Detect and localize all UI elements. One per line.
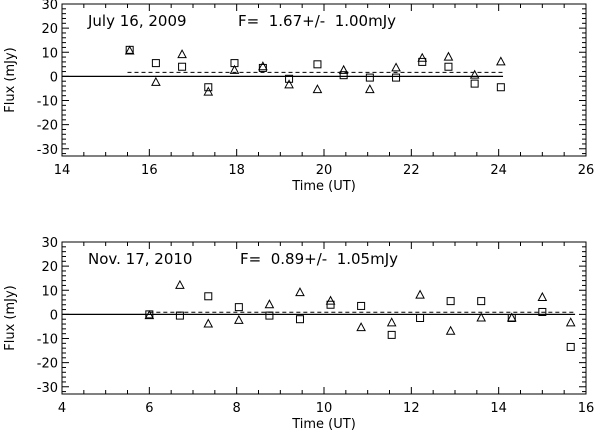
y-tick-label: 10 [41, 284, 58, 299]
triangle-data-point [338, 64, 349, 74]
square-data-point [175, 311, 184, 320]
triangle-data-point [229, 64, 240, 74]
y-tick-label: 10 [41, 46, 58, 61]
flux-annotation: F= 0.89+/- 1.05mJy [240, 250, 398, 268]
triangle-data-point [284, 79, 294, 89]
square-data-point [477, 297, 486, 306]
square-data-point [365, 73, 374, 82]
y-axis-label: Flux (mJy) [3, 47, 18, 113]
flux-annotation: F= 1.67+/- 1.00mJy [238, 12, 396, 30]
triangle-data-point [175, 279, 185, 289]
square-data-point [470, 79, 479, 88]
x-tick-label: 20 [316, 163, 333, 178]
y-tick-label: -30 [37, 381, 58, 396]
square-data-point [151, 59, 160, 68]
triangle-data-point [177, 49, 187, 59]
y-tick-label: 0 [50, 308, 58, 323]
x-tick-label: 10 [316, 401, 333, 416]
x-tick-label: 12 [403, 401, 420, 416]
square-data-point [444, 62, 453, 71]
square-data-point [392, 73, 401, 82]
square-data-point [234, 303, 243, 312]
square-data-point [496, 83, 505, 92]
triangle-data-point [312, 84, 323, 94]
x-tick-label: 14 [54, 163, 71, 178]
y-axis-label: Flux (mJy) [3, 285, 18, 351]
square-data-point [178, 62, 187, 71]
square-data-point [258, 63, 267, 72]
square-data-point [357, 301, 366, 310]
square-data-point [265, 311, 274, 320]
triangle-data-point [469, 69, 480, 79]
y-tick-label: -30 [37, 143, 58, 158]
x-axis-label: Time (UT) [291, 417, 356, 432]
x-tick-label: 14 [490, 401, 507, 416]
y-tick-label: 20 [41, 260, 58, 275]
y-tick-label: -20 [37, 119, 58, 134]
panel-nov-2010: Nov. 17, 2010 F= 0.89+/- 1.05mJy Time (U… [3, 236, 594, 432]
square-data-point [566, 342, 575, 351]
square-data-point [204, 292, 213, 301]
square-data-point [538, 307, 547, 316]
triangle-data-point [386, 317, 397, 327]
square-data-point [285, 74, 294, 83]
triangle-data-point [445, 325, 456, 335]
triangle-data-point [496, 56, 506, 66]
y-tick-label: -20 [37, 357, 58, 372]
x-tick-label: 16 [141, 163, 158, 178]
triangle-data-point [537, 291, 548, 301]
x-tick-label: 26 [578, 163, 595, 178]
square-data-point [418, 57, 427, 66]
triangle-data-point [443, 51, 454, 61]
x-tick-label: 4 [58, 401, 66, 416]
panel-title: Nov. 17, 2010 [88, 250, 192, 268]
square-data-point [387, 330, 396, 339]
x-tick-label: 16 [578, 401, 595, 416]
triangle-data-point [144, 310, 155, 320]
triangle-data-point [476, 312, 487, 322]
x-tick-label: 8 [233, 401, 241, 416]
square-data-point [295, 315, 304, 324]
triangle-data-point [258, 61, 268, 71]
triangle-data-point [415, 289, 425, 299]
square-data-point [339, 71, 348, 80]
triangle-data-point [124, 45, 135, 55]
triangle-data-point [391, 62, 401, 72]
triangle-data-point [295, 287, 305, 297]
triangle-data-point [365, 84, 375, 94]
triangle-data-point [325, 295, 336, 305]
square-data-point [204, 83, 213, 92]
triangle-data-point [234, 314, 244, 324]
y-tick-label: 20 [41, 22, 58, 37]
x-tick-label: 24 [490, 163, 507, 178]
panel-title: July 16, 2009 [87, 12, 187, 30]
triangle-data-point [506, 312, 517, 322]
triangle-data-point [203, 86, 214, 96]
x-tick-label: 22 [403, 163, 420, 178]
y-tick-label: -10 [37, 95, 58, 110]
y-tick-label: -10 [37, 333, 58, 348]
triangle-data-point [356, 322, 366, 332]
square-data-point [326, 300, 335, 309]
triangle-data-point [203, 318, 214, 328]
panel-july-2009: July 16, 2009 F= 1.67+/- 1.00mJy Time (U… [3, 0, 594, 194]
x-axis-label: Time (UT) [291, 179, 356, 194]
x-tick-label: 18 [228, 163, 245, 178]
triangle-data-point [151, 76, 161, 86]
square-data-point [313, 60, 322, 69]
triangle-data-point [417, 52, 428, 62]
square-data-point [416, 314, 425, 322]
square-data-point [446, 297, 455, 306]
triangle-data-point [264, 299, 275, 309]
x-tick-label: 6 [145, 401, 153, 416]
y-tick-label: 30 [41, 0, 58, 13]
y-tick-label: 0 [50, 70, 58, 85]
y-tick-label: 30 [41, 236, 58, 251]
triangle-data-point [565, 317, 576, 327]
